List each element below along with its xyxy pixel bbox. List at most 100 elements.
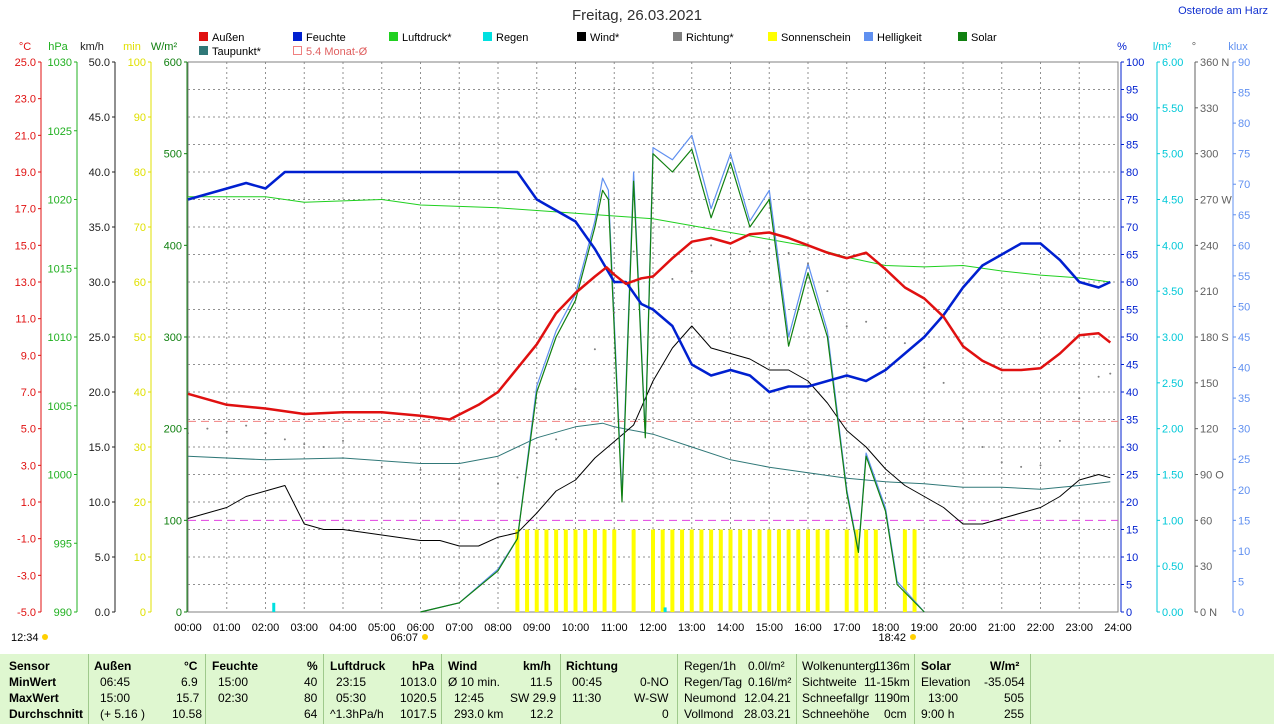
lux-tick-label: 75 (1238, 149, 1250, 161)
wind-distance: 293.0 km (454, 707, 504, 721)
wind-tick-label: 25.0 (89, 332, 110, 344)
schneefallgr-value: 1190m (874, 691, 910, 705)
sunshine-bar (864, 529, 869, 612)
solar-max-value: 505 (1004, 691, 1025, 705)
direction-point (632, 250, 635, 253)
wind-unit: km/h (523, 659, 552, 673)
sun-tick-label: 40 (134, 387, 146, 399)
sunshine-bar (825, 529, 830, 612)
richtung-min-value: 0-NO (640, 675, 669, 689)
legend-label: Helligkeit (877, 32, 922, 44)
sun-icon (42, 634, 48, 640)
luftdruck-unit: hPa (412, 659, 435, 673)
hum-tick-label: 65 (1126, 250, 1138, 262)
aussen-unit: °C (184, 659, 198, 673)
sensor-row-max: MaxWert (9, 691, 59, 705)
axis-units: °C hPa km/h min W/m²% l/m² ° klux (19, 41, 1248, 53)
legend-label: Sonnenschein (781, 32, 851, 44)
lux-tick-label: 80 (1238, 118, 1250, 130)
hum-tick-label: 50 (1126, 332, 1138, 344)
sunshine-bar (592, 529, 597, 612)
sensor-row-avg: Durchschnitt (9, 707, 84, 721)
feuchte-header: Feuchte (212, 659, 259, 673)
sunrise-icon (422, 634, 428, 640)
sunshine-bar (728, 529, 733, 612)
series-line (187, 231, 1112, 421)
hum-tick-label: 25 (1126, 470, 1138, 482)
schneehoehe-label: Schneehöhe (802, 707, 870, 721)
wind-min-label: Ø 10 min. (448, 675, 501, 689)
sunshine-bar (709, 529, 714, 612)
richtung-min-time: 00:45 (572, 675, 603, 689)
feuchte-min-value: 40 (304, 675, 318, 689)
legend-swatch (293, 32, 302, 41)
lux-tick-label: 90 (1238, 57, 1250, 69)
sunrise-time: 06:07 (390, 632, 418, 644)
temp-tick-label: 13.0 (15, 277, 36, 289)
schneefallgr-label: Schneefallgr (802, 691, 869, 705)
axis-unit: klux (1228, 41, 1248, 53)
wind-header: Wind (448, 659, 478, 673)
legend-label: Taupunkt* (212, 46, 262, 58)
x-tick-label: 18:00 (872, 622, 900, 634)
press-tick-label: 1020 (48, 195, 72, 207)
rain-tick-label: 2.00 (1162, 424, 1183, 436)
legend-swatch (768, 32, 777, 41)
wind-tick-label: 0.0 (95, 607, 110, 619)
dir-tick-label: 180 S (1200, 332, 1229, 344)
direction-point (903, 342, 906, 345)
wolkenunterg-label: Wolkenunterg (802, 659, 876, 673)
temp-tick-label: -5.0 (17, 607, 36, 619)
hum-tick-label: 80 (1126, 167, 1138, 179)
direction-point (1109, 372, 1112, 375)
luftdruck-avg-value: 1017.5 (400, 707, 437, 721)
direction-point (690, 270, 693, 273)
axis-unit: W/m² (151, 41, 178, 53)
x-tick-label: 13:00 (678, 622, 706, 634)
direction-point (574, 387, 577, 390)
hum-tick-label: 75 (1126, 195, 1138, 207)
rain-bar (663, 607, 667, 612)
sun-tick-label: 70 (134, 222, 146, 234)
dir-tick-label: 300 (1200, 149, 1218, 161)
sensor-header: Sensor (9, 659, 50, 673)
direction-point (942, 381, 945, 384)
sun-tick-label: 80 (134, 167, 146, 179)
temp-tick-label: 17.0 (15, 204, 36, 216)
hum-tick-label: 20 (1126, 497, 1138, 509)
rain-tick-label: 4.00 (1162, 240, 1183, 252)
sun-tick-label: 20 (134, 497, 146, 509)
press-tick-label: 1005 (48, 401, 72, 413)
sunshine-bar (563, 529, 568, 612)
solar-header: Solar (921, 659, 952, 673)
direction-point (283, 438, 286, 441)
direction-point (613, 311, 616, 314)
solar-tick-label: 100 (164, 515, 182, 527)
lux-tick-label: 5 (1238, 576, 1244, 588)
solar-tick-label: 0 (176, 607, 182, 619)
richtung-max-value: W-SW (634, 691, 669, 705)
temp-tick-label: 9.0 (21, 350, 36, 362)
lux-tick-label: 20 (1238, 485, 1250, 497)
sunshine-bar (680, 529, 685, 612)
x-tick-label: 20:00 (949, 622, 977, 634)
direction-point (555, 438, 558, 441)
wind-tick-label: 50.0 (89, 57, 110, 69)
wind-tick-label: 5.0 (95, 552, 110, 564)
x-tick-label: 00:00 (174, 622, 202, 634)
legend-label: Richtung* (686, 32, 734, 44)
sun-tick-label: 60 (134, 277, 146, 289)
x-tick-label: 07:00 (445, 622, 473, 634)
direction-point (787, 251, 790, 254)
sunshine-bar (796, 529, 801, 612)
luftdruck-min-time: 23:15 (336, 675, 367, 689)
dir-tick-label: 150 (1200, 378, 1218, 390)
temp-tick-label: 19.0 (15, 167, 36, 179)
rain-tick-label: 5.00 (1162, 149, 1183, 161)
temp-tick-label: 11.0 (15, 314, 36, 326)
hum-tick-label: 45 (1126, 360, 1138, 372)
sun-tick-label: 10 (134, 552, 146, 564)
lux-tick-label: 40 (1238, 363, 1250, 375)
direction-point (322, 446, 325, 448)
dir-tick-label: 60 (1200, 515, 1212, 527)
